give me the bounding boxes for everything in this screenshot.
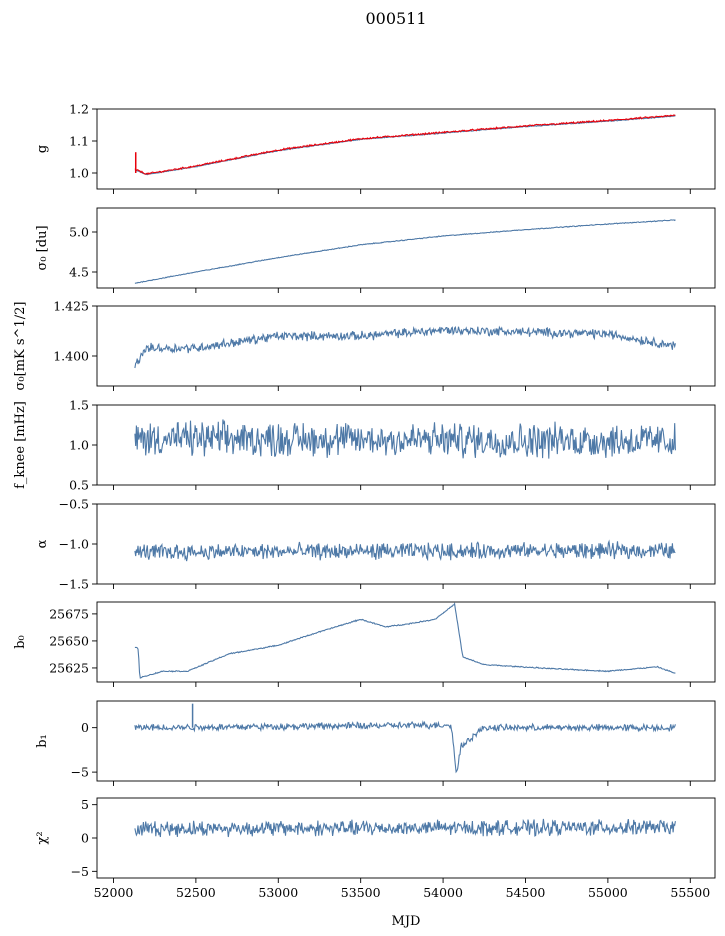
x-axis-title: MJD — [392, 914, 421, 929]
panel-frame-b0 — [96, 601, 716, 683]
series-line-g-1 — [134, 114, 676, 176]
series-line-sigma0_mk-0 — [134, 325, 676, 369]
y-tick-label-sigma0-1: 5.0 — [69, 225, 89, 240]
y-tick-label-chi2-2: 5 — [81, 797, 89, 812]
y-tick-label-fknee-0: 0.5 — [69, 478, 89, 493]
x-tick-label-3: 53500 — [341, 885, 381, 900]
y-axis-title-fknee: f_knee [mHz] — [13, 401, 28, 489]
series-line-fknee-0 — [134, 419, 676, 459]
panel-frame-chi2 — [96, 797, 716, 879]
y-tick-label-b0-1: 25650 — [49, 633, 89, 648]
y-axis-title-sigma0_mk: σ₀[mK s^1/2] — [13, 302, 28, 391]
panel-frame-g — [96, 108, 716, 190]
y-tick-label-b0-2: 25675 — [49, 606, 89, 621]
y-tick-label-alpha-2: −0.5 — [59, 497, 89, 512]
y-tick-label-b1-0: −5 — [71, 765, 89, 780]
y-tick-label-chi2-1: 0 — [81, 831, 89, 846]
series-line-b0-0 — [134, 602, 676, 679]
y-tick-label-b0-0: 25625 — [49, 660, 89, 675]
panel-frame-b1 — [96, 700, 716, 782]
y-axis-title-chi2: χ² — [35, 831, 50, 844]
panel-frame-sigma0 — [96, 207, 716, 289]
figure-title: 000511 — [365, 9, 426, 28]
y-axis-title-g: g — [35, 145, 50, 153]
x-tick-label-0: 52000 — [94, 885, 134, 900]
x-tick-label-4: 54000 — [423, 885, 463, 900]
y-tick-label-chi2-0: −5 — [71, 864, 89, 879]
x-tick-label-1: 52500 — [176, 885, 216, 900]
y-tick-label-b1-1: 0 — [81, 720, 89, 735]
x-tick-label-2: 53000 — [258, 885, 298, 900]
y-tick-label-fknee-1: 1.0 — [69, 438, 89, 453]
y-tick-label-sigma0_mk-1: 1.425 — [53, 299, 89, 314]
series-line-sigma0-0 — [134, 219, 676, 284]
y-axis-title-sigma0: σ₀ [du] — [35, 225, 50, 270]
y-tick-label-g-2: 1.2 — [69, 102, 89, 117]
series-line-b1-0 — [134, 720, 676, 774]
y-axis-title-b1: b₁ — [35, 734, 50, 748]
panel-frame-alpha — [96, 503, 716, 585]
y-tick-label-alpha-0: −1.5 — [59, 577, 89, 592]
y-axis-title-b0: b₀ — [13, 635, 28, 649]
series-line-chi2-0 — [134, 818, 676, 838]
y-tick-label-sigma0_mk-0: 1.400 — [53, 349, 89, 364]
y-tick-label-g-0: 1.0 — [69, 166, 89, 181]
x-tick-label-6: 55000 — [588, 885, 628, 900]
x-tick-label-5: 54500 — [506, 885, 546, 900]
panel-frame-sigma0_mk — [96, 305, 716, 387]
y-tick-label-sigma0-0: 4.5 — [69, 265, 89, 280]
y-axis-title-alpha: α — [35, 539, 50, 548]
x-tick-label-7: 55500 — [670, 885, 710, 900]
y-tick-label-alpha-1: −1.0 — [59, 537, 89, 552]
y-tick-label-fknee-2: 1.5 — [69, 398, 89, 413]
series-line-alpha-0 — [134, 539, 676, 562]
y-tick-label-g-1: 1.1 — [69, 134, 89, 149]
